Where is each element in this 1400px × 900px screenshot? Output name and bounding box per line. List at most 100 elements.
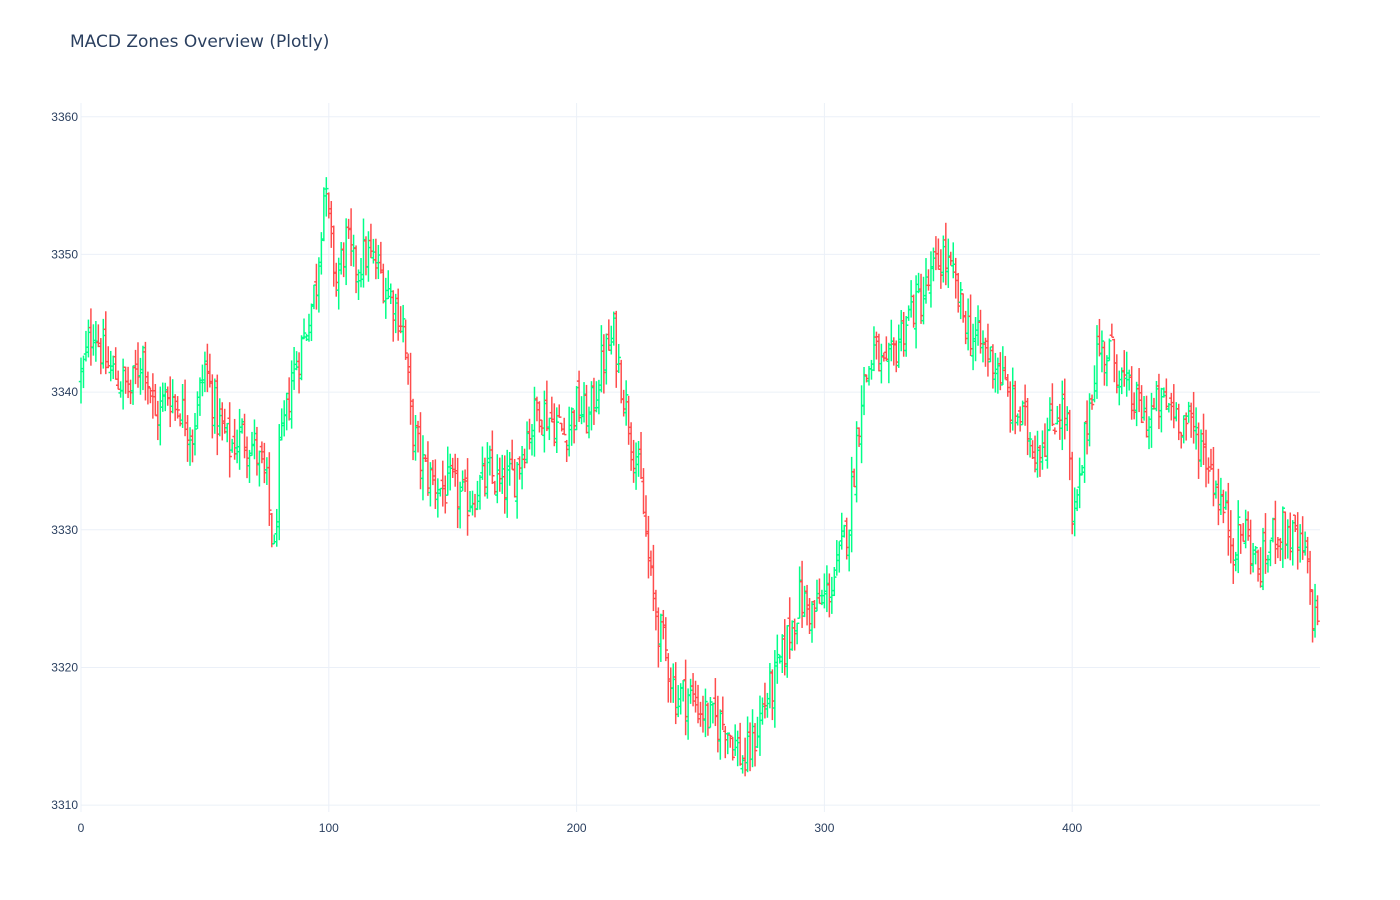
ohlc-bar: [1236, 500, 1241, 574]
ohlc-bar: [343, 218, 349, 286]
ohlc-bar: [785, 625, 790, 678]
ohlc-bar: [703, 688, 708, 738]
ohlc-bar: [353, 245, 359, 294]
ohlc-bar: [309, 303, 314, 342]
ohlc-bar: [1055, 405, 1060, 425]
ohlc-bar: [329, 201, 334, 248]
ohlc-bar: [210, 374, 215, 439]
ohlc-bar: [257, 450, 262, 487]
ohlc-bar: [767, 663, 773, 709]
ohlc-bar: [544, 380, 550, 432]
ohlc-bar: [351, 234, 356, 267]
ohlc-bar: [752, 723, 758, 767]
ohlc-bar: [145, 371, 151, 405]
ohlc-bar: [190, 429, 195, 463]
ohlc-bar: [1268, 539, 1273, 567]
ohlc-bar: [626, 395, 631, 445]
ohlc-bar: [723, 725, 728, 759]
ohlc-bar: [628, 422, 634, 471]
ohlc-bar: [135, 342, 141, 388]
ohlc-bar: [571, 409, 577, 444]
ohlc-bar: [1183, 412, 1189, 441]
ohlc-bar: [465, 458, 470, 536]
ohlc-bar: [770, 669, 775, 721]
ohlc-bar: [574, 386, 579, 431]
ohlc-bar: [517, 456, 522, 480]
ohlc-bar: [242, 413, 247, 459]
ohlc-bar: [234, 429, 240, 464]
ohlc-bar: [668, 667, 673, 703]
ohlc-bar: [710, 702, 716, 724]
ohlc-bar: [683, 659, 688, 736]
ohlc-bar: [1310, 589, 1315, 643]
ohlc-bar: [1166, 402, 1172, 413]
ohlc-bar: [378, 241, 384, 274]
ohlc-bar: [331, 225, 336, 287]
ohlc-bar: [923, 258, 929, 304]
ohlc-bar: [324, 177, 329, 217]
ohlc-bar: [1099, 330, 1105, 373]
ohlc-bar: [1082, 421, 1087, 483]
ohlc-bar: [695, 684, 701, 724]
ohlc-bar: [837, 541, 842, 573]
ohlc-bar: [1216, 468, 1221, 526]
ohlc-bar: [651, 544, 656, 612]
ohlc-bar: [1109, 323, 1115, 338]
ohlc-bar: [155, 400, 161, 441]
ohlc-bar: [809, 601, 815, 643]
ohlc-bar: [232, 418, 237, 460]
ohlc-bar: [153, 383, 158, 417]
ohlc-bar: [373, 238, 379, 280]
ohlc-bar: [170, 379, 175, 414]
ohlc-bar: [623, 380, 629, 426]
ohlc-bar: [1253, 545, 1258, 565]
ohlc-bar: [918, 273, 924, 324]
ohlc-bar: [859, 385, 864, 464]
ohlc-bar: [1179, 431, 1184, 449]
ohlc-bar: [277, 424, 282, 541]
ohlc-bar: [395, 288, 401, 341]
ohlc-bar: [281, 400, 287, 437]
ohlc-bar: [653, 589, 659, 631]
ohlc-bar: [913, 275, 919, 349]
ohlc-bar: [438, 487, 443, 497]
ohlc-bar: [237, 408, 242, 470]
ohlc-bar: [636, 440, 641, 477]
ohlc-bar: [1159, 387, 1164, 433]
ohlc-bar: [1139, 385, 1144, 424]
ohlc-bar: [202, 351, 208, 393]
ohlc-bar: [1283, 511, 1288, 560]
ohlc-bar: [1089, 394, 1095, 410]
ohlc-bar: [368, 223, 374, 259]
ohlc-bar: [400, 304, 406, 343]
ohlc-bar: [817, 578, 822, 605]
ohlc-bar: [1074, 489, 1080, 512]
ohlc-bar: [1265, 554, 1271, 573]
ohlc-bar: [1030, 440, 1035, 460]
ohlc-bar: [827, 573, 832, 618]
ohlc-bar: [559, 422, 564, 432]
y-tick-label: 3350: [51, 247, 78, 261]
ohlc-bar: [755, 716, 760, 749]
ohlc-bar: [272, 534, 277, 545]
ohlc-bar: [881, 352, 887, 362]
ohlc-bar: [921, 276, 926, 325]
ohlc-bar: [480, 446, 485, 480]
ohlc-bar: [839, 512, 844, 550]
ohlc-bar: [745, 716, 750, 773]
ohlc-bar: [576, 370, 582, 422]
ohlc-bar: [1255, 549, 1261, 582]
ohlc-bar: [1198, 429, 1204, 468]
ohlc-bar: [86, 319, 91, 358]
ohlc-bar: [88, 308, 94, 366]
ohlc-bar: [876, 333, 882, 372]
ohlc-bar: [675, 685, 681, 718]
ohlc-bar: [1010, 367, 1015, 431]
ohlc-bar: [792, 618, 797, 651]
ohlc-bar: [1243, 509, 1248, 549]
ohlc-bar: [512, 458, 517, 498]
ohlc-bar: [279, 408, 284, 441]
ohlc-bar: [455, 457, 460, 529]
ohlc-bar: [564, 439, 569, 463]
ohlc-bar: [777, 654, 782, 664]
